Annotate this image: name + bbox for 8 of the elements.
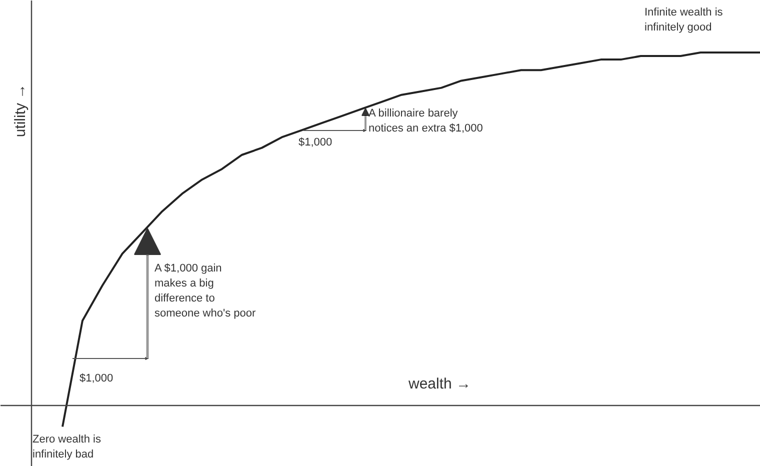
annotation: $1,000 — [298, 136, 332, 148]
text: Zero wealth is infinitely bad — [32, 434, 102, 460]
annotation: A $1,000 gain makes a big difference to someone who's poor — [154, 262, 256, 320]
text: Infinite wealth is infinitely good — [644, 6, 724, 34]
annotation: A billionaire barely notices an extra $1,000 — [368, 108, 483, 134]
y-axis-title: utility → — [12, 84, 29, 138]
x-axis-title: wealth → — [408, 376, 472, 392]
annotation: $1,000 — [80, 372, 114, 384]
